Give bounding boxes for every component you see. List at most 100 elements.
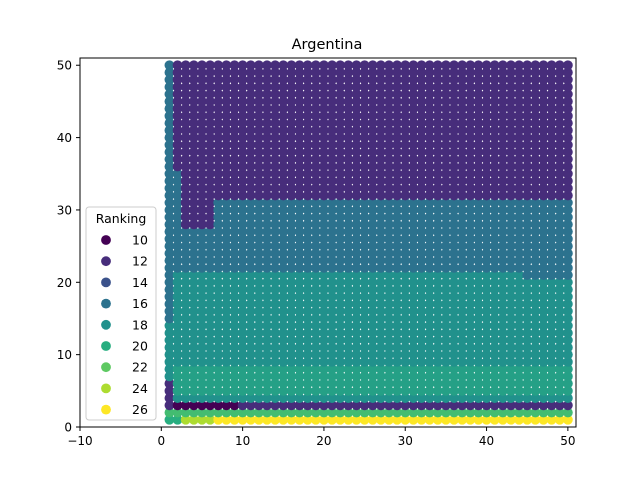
grid-dot [490, 126, 492, 128]
grid-dot [408, 213, 410, 215]
grid-dot [254, 278, 256, 280]
grid-dot [457, 220, 459, 222]
grid-dot [392, 386, 394, 388]
grid-dot [262, 198, 264, 200]
grid-dot [368, 343, 370, 345]
data-point [359, 132, 370, 143]
data-point [237, 356, 248, 367]
grid-dot [498, 343, 500, 345]
data-point [562, 335, 573, 346]
data-point [424, 168, 435, 179]
grid-dot [246, 328, 248, 330]
grid-dot [384, 256, 386, 258]
data-point [367, 320, 378, 331]
grid-dot [465, 155, 467, 157]
data-point [262, 60, 272, 71]
data-point [310, 132, 321, 143]
grid-dot [221, 415, 223, 417]
data-point [335, 176, 346, 186]
data-point [237, 299, 248, 309]
grid-dot [522, 198, 524, 200]
data-point [514, 110, 524, 121]
data-point [432, 212, 443, 223]
data-point [416, 241, 427, 252]
data-point [172, 248, 183, 259]
data-point [172, 154, 183, 165]
grid-dot [376, 205, 378, 207]
data-point [205, 96, 216, 107]
grid-dot [522, 97, 524, 99]
data-point [497, 349, 508, 360]
data-point [262, 393, 272, 403]
data-point [400, 132, 411, 143]
grid-dot [278, 393, 280, 395]
grid-dot [400, 336, 402, 338]
data-point [278, 284, 289, 295]
grid-dot [538, 242, 540, 243]
data-point [164, 168, 175, 179]
grid-dot [530, 408, 532, 410]
grid-dot [457, 111, 459, 113]
data-point [538, 74, 549, 85]
data-point [164, 139, 175, 150]
grid-dot [457, 379, 459, 381]
data-point [221, 154, 232, 165]
data-point [197, 168, 207, 179]
data-point [424, 320, 435, 331]
data-point [473, 299, 484, 309]
data-point [489, 233, 500, 244]
grid-dot [498, 321, 500, 323]
grid-dot [400, 343, 402, 345]
data-point [319, 284, 329, 295]
grid-dot [376, 126, 378, 128]
grid-dot [311, 104, 313, 106]
grid-dot [433, 386, 435, 388]
grid-dot [205, 292, 207, 294]
data-point [514, 393, 524, 403]
data-point [164, 110, 175, 121]
data-point [237, 118, 248, 129]
grid-dot [360, 213, 362, 215]
grid-dot [270, 176, 272, 178]
grid-dot [246, 415, 248, 417]
data-point [449, 356, 459, 367]
grid-dot [506, 184, 508, 186]
grid-dot [303, 278, 305, 280]
grid-dot [506, 292, 508, 294]
grid-dot [360, 372, 362, 374]
data-point [302, 168, 313, 179]
grid-dot [376, 155, 378, 157]
grid-dot [368, 119, 370, 120]
grid-dot [311, 82, 313, 84]
grid-dot [335, 321, 337, 323]
data-point [530, 183, 541, 194]
grid-dot [449, 292, 451, 294]
data-point [375, 407, 386, 418]
grid-dot [319, 155, 321, 157]
data-point [213, 205, 224, 215]
grid-dot [181, 68, 183, 70]
data-point [343, 335, 354, 346]
grid-dot [311, 307, 313, 309]
grid-dot [221, 97, 223, 99]
grid-dot [473, 162, 475, 164]
grid-dot [473, 104, 475, 106]
grid-dot [514, 415, 516, 417]
data-point [408, 364, 419, 375]
data-point [351, 335, 362, 346]
data-point [327, 407, 337, 418]
grid-dot [547, 111, 549, 113]
grid-dot [229, 213, 231, 215]
data-point [384, 364, 394, 375]
grid-dot [270, 372, 272, 374]
grid-dot [262, 307, 264, 309]
data-point [424, 139, 435, 150]
grid-dot [270, 133, 272, 135]
data-point [449, 407, 459, 418]
grid-dot [238, 97, 240, 99]
grid-dot [254, 379, 256, 381]
grid-dot [262, 111, 264, 113]
grid-dot [327, 90, 329, 92]
data-point [286, 385, 297, 396]
grid-dot [506, 90, 508, 92]
